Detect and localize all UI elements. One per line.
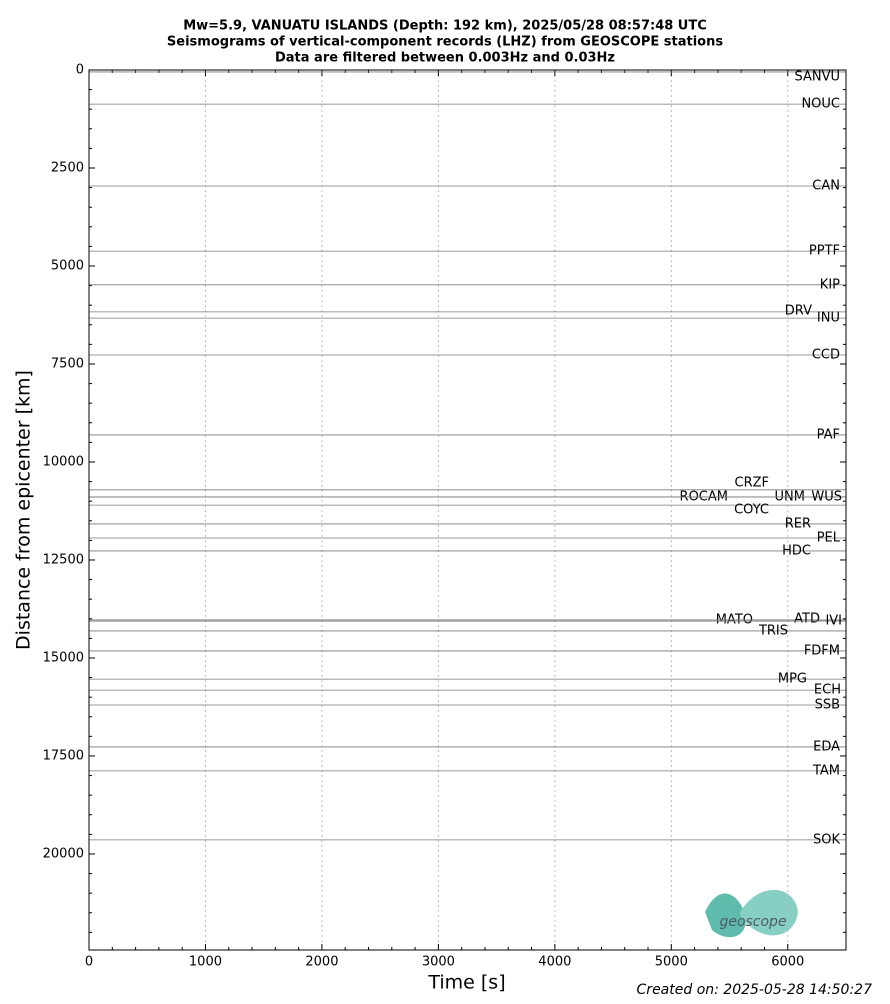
station-label: SOK: [813, 832, 840, 847]
station-label: CRZF: [735, 475, 770, 490]
created-note: Created on: 2025-05-28 14:50:27: [637, 982, 873, 998]
x-axis-label: Time [s]: [427, 972, 505, 994]
x-tick-label: 2000: [305, 955, 338, 970]
title-line: Seismograms of vertical-component record…: [167, 35, 723, 50]
station-label: KIP: [820, 277, 840, 292]
station-label: PAF: [817, 427, 840, 442]
station-label: MPG: [778, 672, 807, 687]
station-label: PPTF: [809, 244, 840, 259]
x-tick-label: 0: [85, 955, 93, 970]
y-tick-label: 20000: [43, 846, 84, 861]
station-label: CCD: [812, 347, 840, 362]
station-label: DRV: [785, 303, 812, 318]
x-tick-label: 6000: [771, 955, 804, 970]
station-label: COYC: [734, 503, 769, 518]
y-tick-label: 2500: [51, 160, 84, 175]
x-tick-label: 3000: [422, 955, 455, 970]
y-tick-label: 7500: [51, 356, 84, 371]
station-label: SSB: [815, 698, 840, 713]
logo: geoscope: [705, 889, 798, 938]
logo-shape: [705, 893, 746, 938]
station-label: TAM: [812, 763, 840, 778]
station-label: HDC: [782, 543, 811, 558]
plot-frame: [88, 69, 847, 951]
title-line: Data are filtered between 0.003Hz and 0.…: [275, 51, 615, 66]
y-tick-label: 0: [76, 63, 84, 78]
station-label: INU: [817, 311, 840, 326]
station-label: ECH: [814, 683, 841, 698]
station-label: NOUC: [801, 97, 840, 112]
y-tick-label: 12500: [43, 552, 84, 567]
station-label: IVI: [825, 614, 842, 629]
title-line: Mw=5.9, VANUATU ISLANDS (Depth: 192 km),…: [183, 19, 707, 34]
station-label: ATD: [794, 611, 820, 626]
y-tick-label: 17500: [43, 748, 84, 763]
station-label: EDA: [813, 739, 840, 754]
x-tick-label: 4000: [538, 955, 571, 970]
y-tick-label: 5000: [51, 258, 84, 273]
station-label: FDFM: [804, 643, 840, 658]
station-label: PEL: [817, 531, 841, 546]
y-tick-label: 10000: [43, 454, 84, 469]
x-tick-label: 5000: [655, 955, 688, 970]
logo-shape: [740, 889, 798, 936]
y-tick-label: 15000: [43, 650, 84, 665]
y-axis-label: Distance from epicenter [km]: [13, 370, 35, 650]
station-label: TRIS: [758, 623, 788, 638]
logo-text: geoscope: [719, 914, 786, 930]
station-label: SANVU: [794, 69, 840, 84]
station-label: CAN: [812, 179, 840, 194]
station-label: WUS: [811, 489, 842, 504]
station-label: RER: [785, 516, 811, 531]
x-tick-label: 1000: [189, 955, 222, 970]
